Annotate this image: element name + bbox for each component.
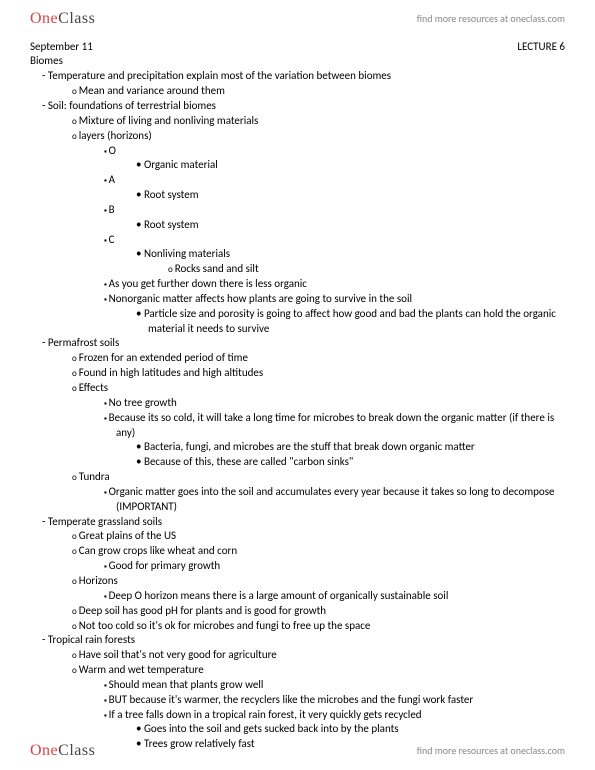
- text: No tree growth: [109, 396, 177, 409]
- list-item: Not too cold so it's ok for microbes and…: [84, 619, 565, 634]
- text: Nonorganic matter affects how plants are…: [109, 292, 412, 305]
- doc-top-line: September 11 LECTURE 6: [30, 40, 565, 55]
- text: Should mean that plants grow well: [109, 678, 264, 691]
- lecture-number: LECTURE 6: [517, 40, 565, 55]
- text: Great plains of the US: [79, 529, 176, 542]
- brand-logo: OneClass: [30, 8, 95, 30]
- list-item: Tropical rain forests Have soil that's n…: [52, 633, 565, 752]
- text: Particle size and porosity is going to a…: [144, 307, 556, 335]
- text: If a tree falls down in a tropical rain …: [109, 708, 422, 721]
- list-item: Tundra Organic matter goes into the soil…: [84, 470, 565, 515]
- text: Warm and wet temperature: [79, 663, 204, 676]
- list-item: Particle size and porosity is going to a…: [148, 307, 565, 337]
- list-item: Great plains of the US: [84, 529, 565, 544]
- text: Soil: foundations of terrestrial biomes: [48, 99, 216, 112]
- list-item: O Organic material: [116, 144, 565, 174]
- brand-logo-footer: OneClass: [30, 740, 95, 762]
- text: Organic material: [144, 158, 218, 171]
- list-item: Organic material: [148, 158, 565, 173]
- text: Mixture of living and nonliving material…: [79, 114, 259, 127]
- text: Root system: [144, 188, 199, 201]
- header-link[interactable]: find more resources at oneclass.com: [417, 12, 565, 26]
- text: C: [109, 233, 115, 246]
- brand-part1: One: [30, 10, 58, 27]
- brand-part2: Class: [58, 742, 95, 759]
- text: Tundra: [79, 470, 110, 483]
- text: Goes into the soil and gets sucked back …: [144, 722, 399, 735]
- list-item: Goes into the soil and gets sucked back …: [148, 722, 565, 737]
- list-item: BUT because it's warmer, the recyclers l…: [116, 693, 565, 708]
- text: B: [109, 203, 115, 216]
- list-item: Nonorganic matter affects how plants are…: [116, 292, 565, 337]
- notes-root: Temperature and precipitation explain mo…: [30, 69, 565, 752]
- list-item: Root system: [148, 218, 565, 233]
- text: Permafrost soils: [48, 336, 119, 349]
- list-item: layers (horizons) O Organic material A R…: [84, 129, 565, 337]
- text: Temperature and precipitation explain mo…: [48, 69, 391, 82]
- list-item: Temperate grassland soils Great plains o…: [52, 515, 565, 634]
- list-item: Root system: [148, 188, 565, 203]
- list-item: Organic matter goes into the soil and ac…: [116, 485, 565, 515]
- list-item: Effects No tree growth Because its so co…: [84, 381, 565, 470]
- list-item: Deep O horizon means there is a large am…: [116, 589, 565, 604]
- text: BUT because it's warmer, the recyclers l…: [109, 693, 474, 706]
- list-item: C Nonliving materials Rocks sand and sil…: [116, 233, 565, 278]
- list-item: Mean and variance around them: [84, 84, 565, 99]
- list-item: Bacteria, fungi, and microbes are the st…: [148, 440, 565, 455]
- list-item: Warm and wet temperature Should mean tha…: [84, 663, 565, 752]
- list-item: Should mean that plants grow well: [116, 678, 565, 693]
- text: Because of this, these are called "carbo…: [144, 455, 353, 468]
- text: As you get further down there is less or…: [109, 277, 307, 290]
- text: Tropical rain forests: [48, 633, 135, 646]
- list-item: Frozen for an extended period of time: [84, 351, 565, 366]
- list-item: Permafrost soils Frozen for an extended …: [52, 336, 565, 514]
- text: O: [109, 144, 116, 157]
- list-item: Found in high latitudes and high altitud…: [84, 366, 565, 381]
- text: Frozen for an extended period of time: [79, 351, 248, 364]
- list-item: Soil: foundations of terrestrial biomes …: [52, 99, 565, 337]
- text: Found in high latitudes and high altitud…: [79, 366, 263, 379]
- list-item: Rocks sand and silt: [180, 262, 565, 277]
- list-item: B Root system: [116, 203, 565, 233]
- text: Good for primary growth: [109, 559, 221, 572]
- text: Not too cold so it's ok for microbes and…: [79, 619, 371, 632]
- list-item: Can grow crops like wheat and corn Good …: [84, 544, 565, 574]
- text: A: [109, 173, 115, 186]
- text: Deep soil has good pH for plants and is …: [79, 604, 326, 617]
- text: Deep O horizon means there is a large am…: [109, 589, 449, 602]
- text: Bacteria, fungi, and microbes are the st…: [144, 440, 475, 453]
- text: Mean and variance around them: [79, 84, 225, 97]
- text: Organic matter goes into the soil and ac…: [109, 485, 555, 513]
- text: Have soil that's not very good for agric…: [79, 648, 277, 661]
- list-item: Because of this, these are called "carbo…: [148, 455, 565, 470]
- list-item: A Root system: [116, 173, 565, 203]
- list-item: Nonliving materials Rocks sand and silt: [148, 247, 565, 277]
- doc-title: Biomes: [30, 54, 565, 69]
- list-item: Good for primary growth: [116, 559, 565, 574]
- text: Horizons: [79, 574, 118, 587]
- text: Can grow crops like wheat and corn: [79, 544, 237, 557]
- text: Temperate grassland soils: [48, 515, 162, 528]
- list-item: As you get further down there is less or…: [116, 277, 565, 292]
- page-header: OneClass find more resources at oneclass…: [30, 8, 565, 30]
- list-item: Horizons Deep O horizon means there is a…: [84, 574, 565, 604]
- text: Rocks sand and silt: [175, 262, 259, 275]
- text: layers (horizons): [79, 129, 152, 142]
- brand-part2: Class: [58, 10, 95, 27]
- list-item: Mixture of living and nonliving material…: [84, 114, 565, 129]
- list-item: Because its so cold, it will take a long…: [116, 411, 565, 470]
- text: Root system: [144, 218, 199, 231]
- list-item: Have soil that's not very good for agric…: [84, 648, 565, 663]
- text: Because its so cold, it will take a long…: [109, 411, 555, 439]
- brand-part1: One: [30, 742, 58, 759]
- list-item: Temperature and precipitation explain mo…: [52, 69, 565, 99]
- footer-link[interactable]: find more resources at oneclass.com: [417, 744, 565, 758]
- list-item: No tree growth: [116, 396, 565, 411]
- doc-date: September 11: [30, 40, 93, 55]
- list-item: Deep soil has good pH for plants and is …: [84, 604, 565, 619]
- text: Nonliving materials: [144, 247, 230, 260]
- text: Effects: [79, 381, 108, 394]
- page-footer: OneClass find more resources at oneclass…: [30, 740, 565, 762]
